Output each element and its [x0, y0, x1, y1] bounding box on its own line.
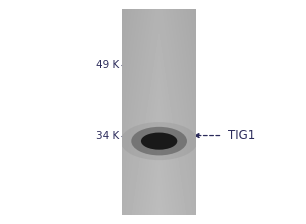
Ellipse shape — [141, 133, 177, 150]
Text: TIG1: TIG1 — [228, 129, 255, 142]
Ellipse shape — [121, 122, 198, 160]
Ellipse shape — [131, 127, 187, 155]
Text: 49 K: 49 K — [96, 60, 119, 70]
Text: 34 K: 34 K — [96, 131, 119, 140]
